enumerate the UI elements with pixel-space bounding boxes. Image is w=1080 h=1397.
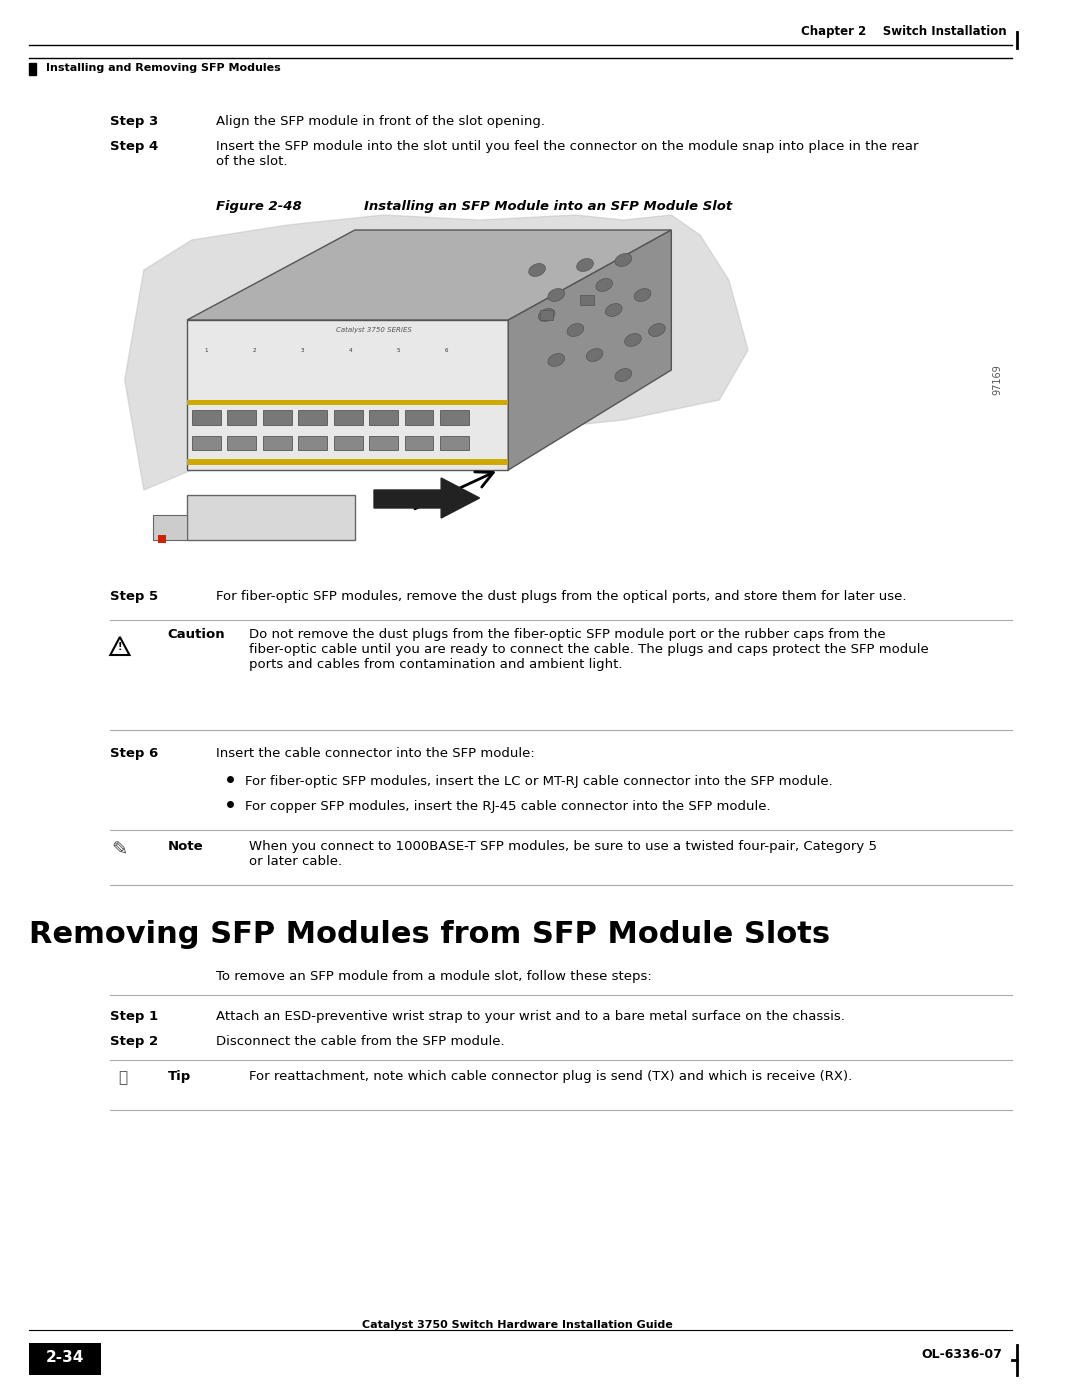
Ellipse shape xyxy=(567,324,584,337)
Bar xyxy=(29,63,37,75)
Bar xyxy=(298,409,327,425)
Text: 5: 5 xyxy=(396,348,400,352)
Text: For fiber-optic SFP modules, insert the LC or MT-RJ cable connector into the SFP: For fiber-optic SFP modules, insert the … xyxy=(244,775,833,788)
Ellipse shape xyxy=(615,369,632,381)
Bar xyxy=(405,409,433,425)
Text: ✎: ✎ xyxy=(111,841,129,859)
Ellipse shape xyxy=(596,278,612,292)
Text: Insert the cable connector into the SFP module:: Insert the cable connector into the SFP … xyxy=(216,747,535,760)
Polygon shape xyxy=(509,231,672,469)
Text: For copper SFP modules, insert the RJ-45 cable connector into the SFP module.: For copper SFP modules, insert the RJ-45… xyxy=(244,800,770,813)
Bar xyxy=(262,436,292,450)
Text: Insert the SFP module into the slot until you feel the connector on the module s: Insert the SFP module into the slot unti… xyxy=(216,140,918,168)
Ellipse shape xyxy=(615,254,632,267)
Ellipse shape xyxy=(548,353,565,366)
Bar xyxy=(262,409,292,425)
Text: 97169: 97169 xyxy=(993,365,1002,395)
Bar xyxy=(29,1343,100,1375)
Text: Tip: Tip xyxy=(167,1070,191,1083)
Text: Align the SFP module in front of the slot opening.: Align the SFP module in front of the slo… xyxy=(216,115,544,129)
Ellipse shape xyxy=(606,303,622,317)
Text: Chapter 2    Switch Installation: Chapter 2 Switch Installation xyxy=(801,25,1007,38)
Text: Note: Note xyxy=(167,840,203,854)
Bar xyxy=(441,436,469,450)
Ellipse shape xyxy=(624,334,642,346)
Text: Installing an SFP Module into an SFP Module Slot: Installing an SFP Module into an SFP Mod… xyxy=(364,200,732,212)
Bar xyxy=(334,409,363,425)
Text: Installing and Removing SFP Modules: Installing and Removing SFP Modules xyxy=(46,63,281,73)
Polygon shape xyxy=(187,231,672,320)
Bar xyxy=(441,409,469,425)
Ellipse shape xyxy=(649,324,665,337)
Text: OL-6336-07: OL-6336-07 xyxy=(921,1348,1002,1362)
Polygon shape xyxy=(187,495,355,541)
Text: 1: 1 xyxy=(204,348,208,352)
Text: Figure 2-48: Figure 2-48 xyxy=(216,200,301,212)
Text: 6: 6 xyxy=(444,348,448,352)
Text: Removing SFP Modules from SFP Module Slots: Removing SFP Modules from SFP Module Slo… xyxy=(29,921,829,949)
Text: Step 4: Step 4 xyxy=(110,140,159,154)
Bar xyxy=(405,436,433,450)
Bar xyxy=(369,409,399,425)
Text: When you connect to 1000BASE-T SFP modules, be sure to use a twisted four-pair, : When you connect to 1000BASE-T SFP modul… xyxy=(249,840,877,868)
Text: For reattachment, note which cable connector plug is send (TX) and which is rece: For reattachment, note which cable conne… xyxy=(249,1070,852,1083)
Bar xyxy=(187,400,509,405)
Bar xyxy=(187,460,509,465)
Polygon shape xyxy=(110,637,130,655)
Text: For fiber-optic SFP modules, remove the dust plugs from the optical ports, and s: For fiber-optic SFP modules, remove the … xyxy=(216,590,906,604)
Ellipse shape xyxy=(577,258,593,271)
Text: Step 3: Step 3 xyxy=(110,115,159,129)
Bar xyxy=(334,436,363,450)
Text: Step 6: Step 6 xyxy=(110,747,159,760)
Bar xyxy=(540,310,553,320)
Ellipse shape xyxy=(548,289,565,302)
Bar xyxy=(369,436,399,450)
Text: 2: 2 xyxy=(253,348,256,352)
Text: Disconnect the cable from the SFP module.: Disconnect the cable from the SFP module… xyxy=(216,1035,504,1048)
Text: Catalyst 3750 Switch Hardware Installation Guide: Catalyst 3750 Switch Hardware Installati… xyxy=(363,1320,673,1330)
Text: Step 1: Step 1 xyxy=(110,1010,159,1023)
Bar xyxy=(298,436,327,450)
Text: Attach an ESD-preventive wrist strap to your wrist and to a bare metal surface o: Attach an ESD-preventive wrist strap to … xyxy=(216,1010,845,1023)
Bar xyxy=(227,409,256,425)
Bar xyxy=(227,436,256,450)
Text: To remove an SFP module from a module slot, follow these steps:: To remove an SFP module from a module sl… xyxy=(216,970,651,983)
Text: !: ! xyxy=(118,643,122,652)
Text: Step 2: Step 2 xyxy=(110,1035,159,1048)
Text: 4: 4 xyxy=(348,348,352,352)
Text: 🔍: 🔍 xyxy=(118,1070,127,1085)
Bar xyxy=(192,409,220,425)
Text: 2-34: 2-34 xyxy=(46,1351,84,1365)
Polygon shape xyxy=(187,320,509,469)
Ellipse shape xyxy=(586,349,603,362)
Polygon shape xyxy=(124,215,748,490)
Bar xyxy=(153,515,187,541)
Ellipse shape xyxy=(529,264,545,277)
Bar xyxy=(580,295,594,305)
Bar xyxy=(192,436,220,450)
Text: 3: 3 xyxy=(300,348,303,352)
Ellipse shape xyxy=(538,309,555,321)
Text: Catalyst 3750 SERIES: Catalyst 3750 SERIES xyxy=(336,327,411,332)
Text: Step 5: Step 5 xyxy=(110,590,159,604)
FancyArrowPatch shape xyxy=(415,472,494,509)
Bar xyxy=(159,535,166,543)
Text: Do not remove the dust plugs from the fiber-optic SFP module port or the rubber : Do not remove the dust plugs from the fi… xyxy=(249,629,929,671)
Bar xyxy=(29,1343,1012,1370)
Text: Caution: Caution xyxy=(167,629,226,641)
Polygon shape xyxy=(374,478,480,518)
Ellipse shape xyxy=(634,289,651,302)
